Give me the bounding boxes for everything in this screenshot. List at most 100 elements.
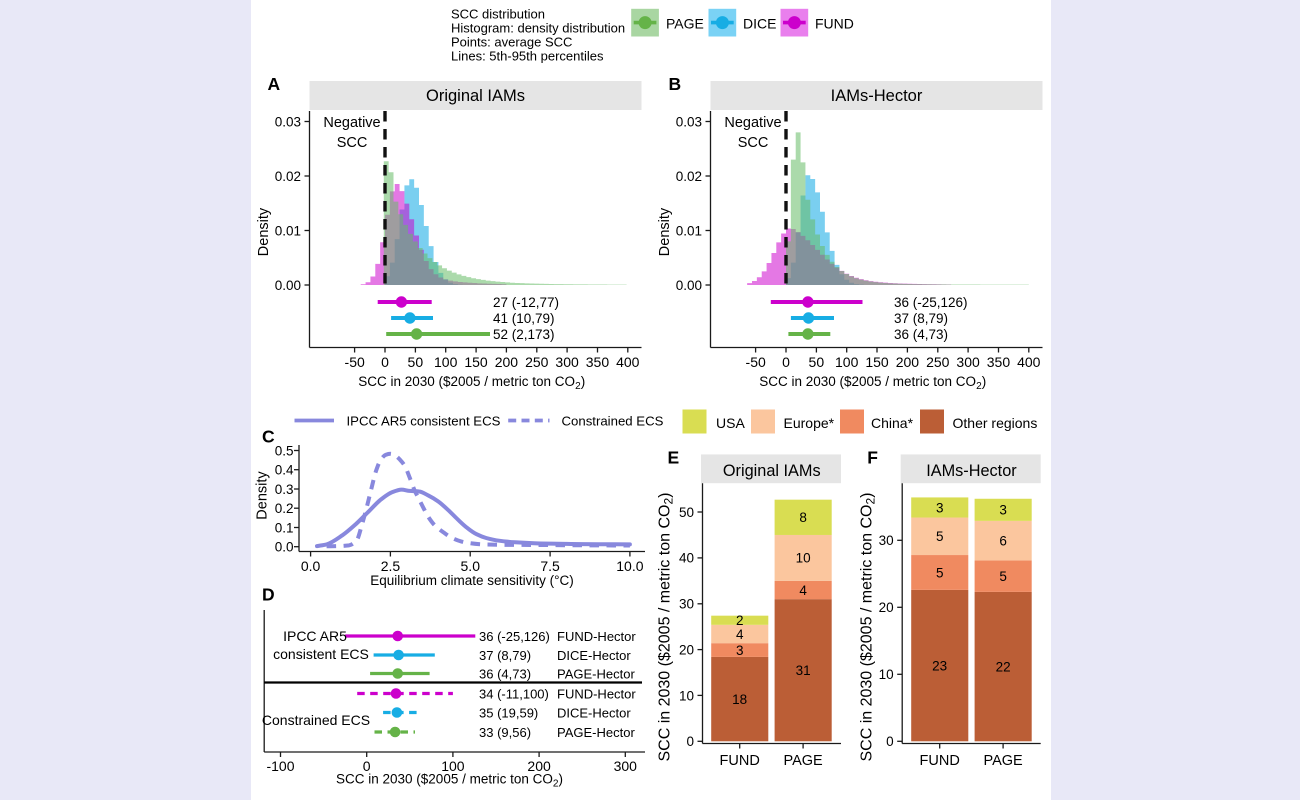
svg-text:FUND: FUND <box>920 753 960 769</box>
svg-text:SCC distribution: SCC distribution <box>451 7 545 22</box>
svg-text:0.0: 0.0 <box>275 540 294 555</box>
svg-text:D: D <box>262 585 275 605</box>
svg-text:0.01: 0.01 <box>275 223 301 238</box>
svg-text:0.03: 0.03 <box>275 114 301 129</box>
svg-text:0.02: 0.02 <box>275 169 301 184</box>
svg-text:200: 200 <box>896 354 920 370</box>
svg-text:PAGE: PAGE <box>983 753 1023 769</box>
svg-text:4: 4 <box>799 583 807 598</box>
svg-text:2: 2 <box>736 613 744 628</box>
svg-text:10: 10 <box>879 667 894 682</box>
svg-text:FUND: FUND <box>815 15 854 31</box>
svg-text:22: 22 <box>996 659 1011 674</box>
svg-text:0.5: 0.5 <box>275 443 294 458</box>
svg-text:B: B <box>669 74 682 94</box>
svg-text:100: 100 <box>835 354 859 370</box>
svg-text:37 (8,79): 37 (8,79) <box>479 648 531 663</box>
svg-text:SCC in 2030 ($2005 / metric to: SCC in 2030 ($2005 / metric ton CO2) <box>358 374 585 392</box>
svg-text:DICE-Hector: DICE-Hector <box>557 648 631 663</box>
svg-text:Histogram: density distributio: Histogram: density distribution <box>451 21 625 36</box>
svg-text:100: 100 <box>434 354 458 370</box>
svg-text:USA: USA <box>716 415 745 431</box>
svg-text:5.0: 5.0 <box>461 558 481 574</box>
svg-text:0.01: 0.01 <box>676 223 702 238</box>
svg-text:Original IAMs: Original IAMs <box>723 462 821 480</box>
svg-text:Lines: 5th-95th percentiles: Lines: 5th-95th percentiles <box>451 49 604 64</box>
svg-text:0.00: 0.00 <box>275 278 301 293</box>
svg-text:350: 350 <box>987 354 1011 370</box>
svg-text:SCC: SCC <box>738 135 769 151</box>
svg-text:50: 50 <box>408 354 424 370</box>
svg-text:2.5: 2.5 <box>381 558 401 574</box>
svg-text:E: E <box>668 448 680 468</box>
svg-text:SCC in 2030 ($2005 / metric to: SCC in 2030 ($2005 / metric ton CO2) <box>859 492 878 761</box>
svg-text:10: 10 <box>796 551 811 566</box>
svg-text:Other regions: Other regions <box>953 415 1038 431</box>
svg-text:6: 6 <box>999 533 1007 548</box>
svg-text:IPCC AR5: IPCC AR5 <box>283 628 347 644</box>
svg-text:0.4: 0.4 <box>275 463 294 478</box>
svg-text:Negative: Negative <box>724 115 781 131</box>
svg-text:200: 200 <box>527 758 551 774</box>
svg-text:3: 3 <box>736 643 744 658</box>
svg-text:5: 5 <box>936 529 944 544</box>
svg-text:33 (9,56): 33 (9,56) <box>479 725 531 740</box>
svg-text:250: 250 <box>525 354 549 370</box>
svg-text:PAGE: PAGE <box>666 15 704 31</box>
svg-text:Constrained ECS: Constrained ECS <box>262 712 370 728</box>
svg-text:35 (19,59): 35 (19,59) <box>479 705 538 720</box>
svg-text:0: 0 <box>363 758 371 774</box>
svg-text:0: 0 <box>886 734 894 749</box>
svg-text:0.02: 0.02 <box>676 169 702 184</box>
svg-text:-50: -50 <box>345 354 365 370</box>
svg-text:China*: China* <box>871 415 914 431</box>
svg-text:-50: -50 <box>746 354 766 370</box>
svg-text:30: 30 <box>679 597 694 612</box>
svg-text:30: 30 <box>879 533 894 548</box>
svg-text:0.03: 0.03 <box>676 114 702 129</box>
svg-text:Density: Density <box>255 471 271 520</box>
svg-text:F: F <box>867 448 878 468</box>
svg-text:Density: Density <box>657 207 673 256</box>
svg-text:40: 40 <box>679 551 694 566</box>
svg-text:DICE-Hector: DICE-Hector <box>557 705 631 720</box>
svg-text:Density: Density <box>256 207 272 256</box>
svg-text:250: 250 <box>926 354 950 370</box>
svg-text:FUND-Hector: FUND-Hector <box>557 686 636 701</box>
svg-text:SCC in 2030 ($2005 / metric to: SCC in 2030 ($2005 / metric ton CO2) <box>336 772 563 790</box>
svg-text:50: 50 <box>809 354 825 370</box>
svg-text:4: 4 <box>736 627 744 642</box>
svg-text:37 (8,79): 37 (8,79) <box>894 311 948 326</box>
svg-text:10: 10 <box>679 688 694 703</box>
svg-text:300: 300 <box>956 354 980 370</box>
svg-text:0: 0 <box>381 354 389 370</box>
svg-text:50: 50 <box>679 505 694 520</box>
svg-text:IAMs-Hector: IAMs-Hector <box>926 462 1017 480</box>
svg-text:23: 23 <box>932 658 947 673</box>
svg-text:C: C <box>262 427 275 447</box>
svg-text:Points: average SCC: Points: average SCC <box>451 35 572 50</box>
svg-text:IAMs-Hector: IAMs-Hector <box>831 87 923 105</box>
svg-text:SCC: SCC <box>337 135 368 151</box>
svg-text:0: 0 <box>782 354 790 370</box>
svg-text:PAGE-Hector: PAGE-Hector <box>557 725 635 740</box>
svg-text:8: 8 <box>799 510 807 525</box>
svg-text:Negative: Negative <box>323 115 380 131</box>
svg-text:36 (4,73): 36 (4,73) <box>894 327 948 342</box>
svg-text:350: 350 <box>586 354 610 370</box>
svg-text:200: 200 <box>495 354 519 370</box>
svg-text:20: 20 <box>679 642 694 657</box>
svg-text:52 (2,173): 52 (2,173) <box>493 327 555 342</box>
svg-text:FUND: FUND <box>720 753 760 769</box>
svg-text:A: A <box>268 74 281 94</box>
svg-text:300: 300 <box>614 758 638 774</box>
svg-text:31: 31 <box>796 663 811 678</box>
svg-text:150: 150 <box>865 354 889 370</box>
svg-text:5: 5 <box>936 565 944 580</box>
svg-text:PAGE: PAGE <box>783 753 823 769</box>
svg-text:0.1: 0.1 <box>275 520 294 535</box>
svg-text:34 (-11,100): 34 (-11,100) <box>479 686 549 701</box>
svg-text:150: 150 <box>464 354 488 370</box>
svg-text:0: 0 <box>686 734 694 749</box>
svg-text:3: 3 <box>936 500 944 515</box>
